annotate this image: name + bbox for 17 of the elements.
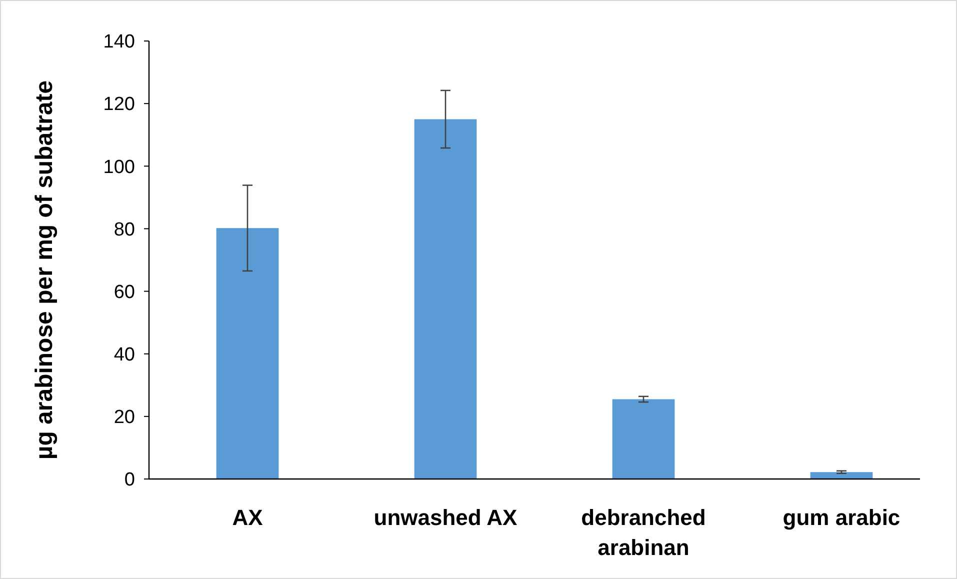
x-tick-label: debranched arabinan xyxy=(581,505,706,560)
bar xyxy=(414,119,477,479)
x-tick-label: AX xyxy=(232,505,264,530)
bar xyxy=(810,472,873,479)
y-tick-label: 60 xyxy=(114,282,135,303)
y-tick-label: 100 xyxy=(103,156,135,178)
x-tick-label: gum arabic xyxy=(782,505,900,530)
y-axis-title: µg arabinose per mg of subatrate xyxy=(31,80,58,460)
y-tick-label: 140 xyxy=(103,32,135,53)
bar xyxy=(612,399,675,479)
y-tick-label: 120 xyxy=(103,94,135,116)
bar xyxy=(216,228,279,479)
x-tick-label: unwashed AX xyxy=(374,505,518,530)
y-tick-label: 20 xyxy=(114,407,135,428)
y-tick-label: 40 xyxy=(114,344,135,366)
y-tick-label: 0 xyxy=(124,470,135,491)
y-tick-label: 80 xyxy=(114,219,135,240)
